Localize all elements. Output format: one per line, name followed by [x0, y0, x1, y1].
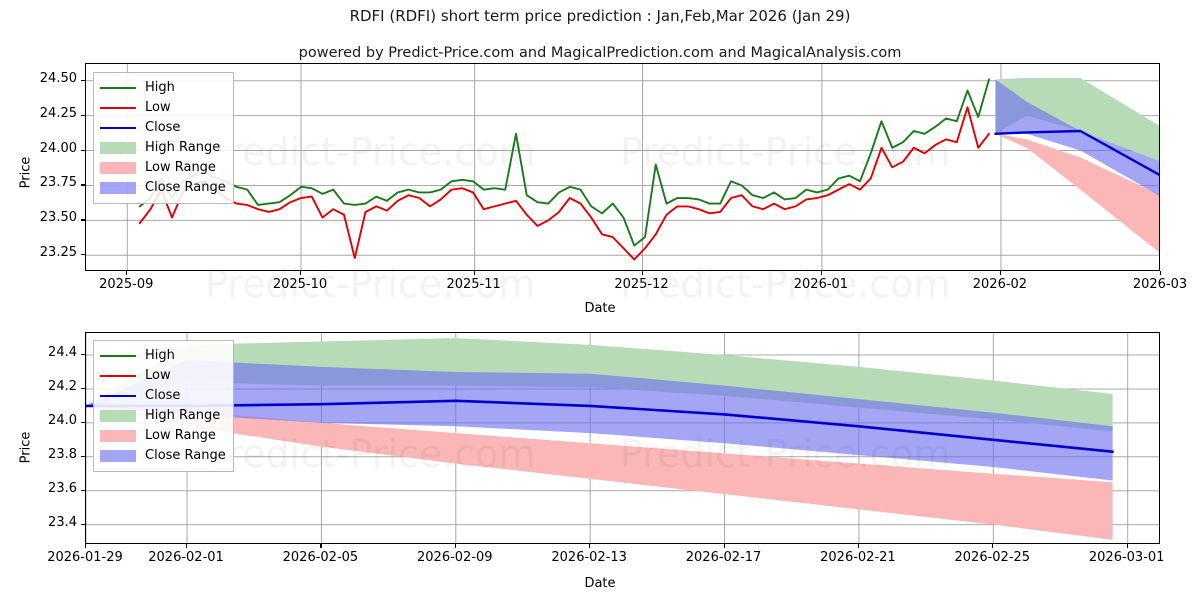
top-legend-item-low: Low	[100, 98, 226, 118]
bottom-legend-swatch-icon	[100, 349, 136, 363]
bottom-x-axis-label: Date	[0, 576, 1200, 591]
top-y-tick: 24.50	[17, 71, 77, 86]
top-plot-svg	[86, 64, 1160, 271]
top-legend-label: Low Range	[145, 161, 216, 175]
bottom-legend-item-close-range: Close Range	[100, 446, 226, 466]
bottom-y-tick: 23.8	[17, 447, 77, 462]
top-y-tick: 23.75	[17, 175, 77, 190]
bottom-x-tickmark	[1127, 544, 1128, 548]
top-x-tick: 2025-12	[582, 277, 702, 292]
bottom-plot-area	[85, 332, 1160, 544]
top-legend-item-high-range: High Range	[100, 138, 226, 158]
top-legend-label: High Range	[145, 141, 220, 155]
top-x-tick: 2026-01	[761, 277, 881, 292]
bottom-legend-label: Low Range	[145, 429, 216, 443]
top-x-tickmark	[1160, 271, 1161, 275]
bottom-plot-svg	[86, 333, 1160, 544]
top-legend-swatch-icon	[100, 101, 136, 115]
top-legend-label: Low	[145, 101, 171, 115]
top-panel: Price 23.2523.5023.7524.0024.2524.50 202…	[0, 0, 1200, 315]
top-x-tickmark	[300, 271, 301, 275]
bottom-legend-swatch-icon	[100, 389, 136, 403]
bottom-legend-item-low-range: Low Range	[100, 426, 226, 446]
top-legend-item-close: Close	[100, 118, 226, 138]
bottom-x-tick: 2026-02-09	[395, 550, 515, 565]
bottom-y-tick: 23.4	[17, 515, 77, 530]
bottom-x-tick: 2026-02-05	[260, 550, 380, 565]
bottom-panel: Price 23.423.623.824.024.224.4 2026-01-2…	[0, 320, 1200, 600]
price-prediction-figure: RDFI (RDFI) short term price prediction …	[0, 0, 1200, 600]
bottom-legend-swatch-icon	[100, 449, 136, 463]
top-y-tick: 23.25	[17, 245, 77, 260]
top-legend-label: High	[145, 81, 175, 95]
top-y-tick: 23.50	[17, 210, 77, 225]
top-x-tickmark	[642, 271, 643, 275]
top-legend-item-high: High	[100, 78, 226, 98]
top-legend-swatch-icon	[100, 81, 136, 95]
top-plot-area	[85, 63, 1160, 271]
top-x-axis-label: Date	[0, 301, 1200, 316]
bottom-x-tick: 2026-02-17	[664, 550, 784, 565]
bottom-legend-label: Close	[145, 389, 180, 403]
bottom-x-tick: 2026-02-21	[798, 550, 918, 565]
bottom-legend-label: Close Range	[145, 449, 226, 463]
top-x-tick: 2025-10	[240, 277, 360, 292]
bottom-x-tickmark	[320, 544, 321, 548]
bottom-x-tick: 2026-02-13	[529, 550, 649, 565]
top-x-tickmark	[1000, 271, 1001, 275]
top-x-tick: 2026-03	[1100, 277, 1200, 292]
bottom-legend-swatch-icon	[100, 429, 136, 443]
bottom-y-tick: 24.4	[17, 345, 77, 360]
top-legend-item-low-range: Low Range	[100, 158, 226, 178]
bottom-y-tick: 24.0	[17, 413, 77, 428]
bottom-legend-label: High	[145, 349, 175, 363]
top-x-tickmark	[474, 271, 475, 275]
top-legend-label: Close Range	[145, 181, 226, 195]
top-x-tick: 2026-02	[940, 277, 1060, 292]
bottom-x-tickmark	[455, 544, 456, 548]
bottom-y-tick: 24.2	[17, 379, 77, 394]
top-x-tickmark	[821, 271, 822, 275]
top-legend-swatch-icon	[100, 141, 136, 155]
bottom-legend-item-high: High	[100, 346, 226, 366]
top-y-tick: 24.00	[17, 141, 77, 156]
top-legend-label: Close	[145, 121, 180, 135]
bottom-legend-item-low: Low	[100, 366, 226, 386]
top-legend-swatch-icon	[100, 121, 136, 135]
bottom-x-tickmark	[724, 544, 725, 548]
bottom-legend-swatch-icon	[100, 369, 136, 383]
bottom-legend: High Low Close High Range Low Range Close Ran…	[93, 340, 234, 472]
top-y-tick: 24.25	[17, 106, 77, 121]
bottom-x-tickmark	[186, 544, 187, 548]
top-x-tick: 2025-11	[414, 277, 534, 292]
top-legend-swatch-icon	[100, 181, 136, 195]
bottom-y-tick: 23.6	[17, 481, 77, 496]
bottom-legend-label: Low	[145, 369, 171, 383]
top-legend-item-close-range: Close Range	[100, 178, 226, 198]
top-x-tickmark	[126, 271, 127, 275]
bottom-x-tickmark	[85, 544, 86, 548]
bottom-x-tickmark	[589, 544, 590, 548]
bottom-x-tick: 2026-02-25	[932, 550, 1052, 565]
top-legend: High Low Close High Range Low Range Close Ran…	[93, 72, 234, 204]
bottom-x-tick: 2026-02-01	[126, 550, 246, 565]
bottom-legend-item-close: Close	[100, 386, 226, 406]
top-legend-swatch-icon	[100, 161, 136, 175]
bottom-x-tickmark	[992, 544, 993, 548]
bottom-x-tickmark	[858, 544, 859, 548]
top-x-tick: 2025-09	[66, 277, 186, 292]
bottom-legend-swatch-icon	[100, 409, 136, 423]
bottom-x-tick: 2026-03-01	[1067, 550, 1187, 565]
bottom-legend-item-high-range: High Range	[100, 406, 226, 426]
bottom-legend-label: High Range	[145, 409, 220, 423]
